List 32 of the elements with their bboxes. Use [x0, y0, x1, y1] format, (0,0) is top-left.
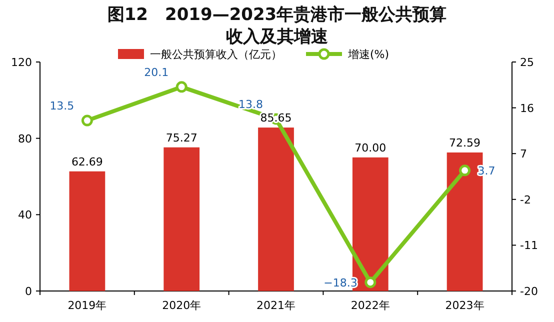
y2-tick-label: -2 [520, 193, 531, 206]
legend-label: 一般公共预算收入（亿元） [150, 48, 282, 61]
x-tick-label: 2021年 [256, 299, 296, 312]
x-tick-label: 2019年 [68, 299, 107, 312]
legend-label: 增速(%) [347, 48, 390, 61]
y-tick-label: 40 [18, 208, 32, 222]
data-label: 13.8 [238, 98, 263, 111]
data-label: 62.69 [71, 155, 103, 168]
y2-tick-label: -11 [520, 239, 538, 252]
bar [164, 147, 200, 291]
point [459, 164, 471, 176]
bar [258, 128, 294, 291]
data-label: 13.5 [50, 100, 74, 113]
data-label: 20.1 [144, 66, 169, 79]
y2-tick-label: 16 [520, 102, 534, 115]
bar [69, 171, 106, 291]
point [81, 114, 93, 126]
y-tick-label: 0 [25, 285, 32, 298]
y2-tick-label: -20 [520, 285, 538, 298]
point [364, 276, 376, 288]
point [176, 81, 188, 93]
data-label: 72.59 [449, 136, 481, 150]
x-tick-label: 2020年 [162, 299, 202, 312]
data-label: 75.27 [166, 131, 198, 144]
x-tick-label: 2022年 [350, 299, 390, 312]
y2-tick-label: 25 [520, 56, 534, 69]
data-label: 70.00 [354, 141, 386, 154]
x-tick-label: 2023年 [445, 299, 484, 312]
y-tick-label: 80 [18, 132, 32, 146]
y-tick-label: 120 [11, 56, 32, 69]
y2-tick-label: 7 [520, 148, 527, 161]
chart-title: 图12 2019—2023年贵港市一般公共预算收入及其增速 [107, 4, 447, 48]
